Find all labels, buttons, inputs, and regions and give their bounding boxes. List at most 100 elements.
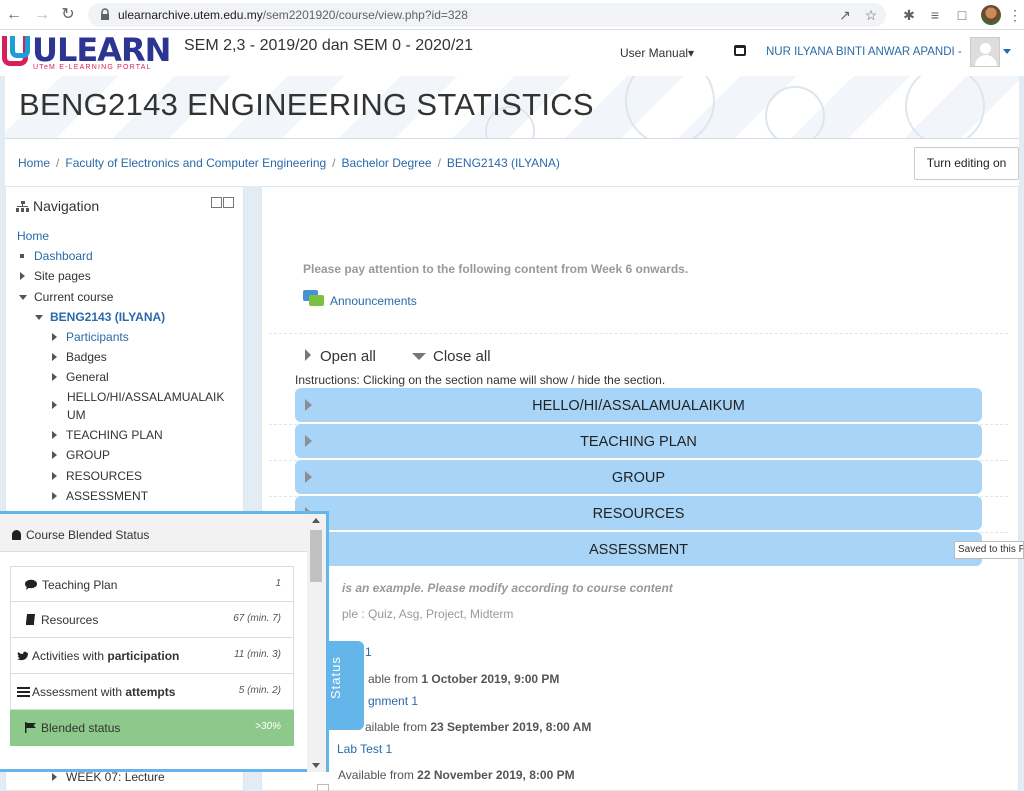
nav-item-resources[interactable]: RESOURCES bbox=[52, 469, 142, 483]
breadcrumb-bar: Home / Faculty of Electronics and Computer… bbox=[5, 139, 1019, 186]
document-icon bbox=[317, 784, 329, 791]
nav-item-home[interactable]: Home bbox=[17, 229, 50, 243]
reading-list-icon[interactable]: ≡ bbox=[930, 7, 940, 23]
logo-u-mark-blue bbox=[10, 36, 30, 58]
user-manual-menu[interactable]: User Manual▾ bbox=[620, 46, 695, 60]
activity-link-2[interactable]: gnment 1 bbox=[368, 694, 419, 708]
comment-icon bbox=[25, 579, 37, 590]
example-list: ple : Quiz, Asg, Project, Midterm bbox=[342, 607, 514, 621]
lock-icon bbox=[101, 8, 109, 20]
breadcrumb-faculty[interactable]: Faculty of Electronics and Computer Engi… bbox=[65, 156, 327, 170]
popup-header: Course Blended Status bbox=[0, 514, 307, 552]
flag-icon bbox=[25, 722, 36, 733]
browser-toolbar: ← → ↻ ulearnarchive.utem.edu.my/sem22019… bbox=[0, 0, 1024, 30]
user-menu-caret-icon[interactable] bbox=[1003, 49, 1011, 54]
dock-block-icon[interactable] bbox=[223, 197, 234, 208]
status-row-teaching-plan[interactable]: Teaching Plan 1 bbox=[10, 566, 294, 602]
saved-tooltip: Saved to this P bbox=[954, 541, 1024, 559]
blended-status-popup: Course Blended Status Teaching Plan 1 Re… bbox=[0, 511, 329, 772]
activity-link-lab-test[interactable]: Lab Test 1 bbox=[337, 742, 393, 756]
nav-item-participants[interactable]: Participants bbox=[52, 330, 129, 344]
address-bar[interactable]: ulearnarchive.utem.edu.my/sem2201920/cou… bbox=[88, 3, 886, 27]
nav-item-assessment[interactable]: ASSESSMENT bbox=[52, 489, 148, 503]
user-manual-label: User Manual bbox=[620, 46, 689, 60]
status-row-resources[interactable]: Resources 67 (min. 7) bbox=[10, 602, 294, 638]
book-icon bbox=[26, 614, 35, 625]
user-name-link[interactable]: NUR ILYANA BINTI ANWAR APANDI - bbox=[766, 46, 962, 58]
turn-editing-on-button[interactable]: Turn editing on bbox=[914, 147, 1019, 180]
nav-item-teaching-plan[interactable]: TEACHING PLAN bbox=[52, 428, 163, 442]
scroll-thumb[interactable] bbox=[310, 530, 322, 582]
popup-title: Course Blended Status bbox=[12, 528, 149, 542]
top-navbar bbox=[0, 30, 1024, 76]
nav-item-group[interactable]: GROUP bbox=[52, 448, 110, 462]
page-title: BENG2143 ENGINEERING STATISTICS bbox=[19, 87, 594, 122]
nav-item-course[interactable]: BENG2143 (ILYANA) bbox=[35, 310, 165, 324]
open-all-link[interactable]: Open all bbox=[305, 348, 376, 365]
nav-item-site-pages[interactable]: Site pages bbox=[20, 269, 91, 283]
scroll-up-icon[interactable] bbox=[312, 518, 320, 523]
popup-scrollbar[interactable] bbox=[307, 514, 326, 772]
messages-icon[interactable] bbox=[734, 45, 746, 56]
course-notice: Please pay attention to the following co… bbox=[303, 262, 689, 276]
status-row-assessment[interactable]: Assessment with attempts 5 (min. 2) bbox=[10, 674, 294, 710]
availability-3: Available from 22 November 2019, 8:00 PM bbox=[338, 768, 575, 782]
activity-link-1[interactable]: 1 bbox=[365, 645, 372, 659]
breadcrumb-home[interactable]: Home bbox=[18, 156, 51, 170]
forward-icon[interactable]: → bbox=[34, 6, 50, 23]
profile-avatar-icon[interactable] bbox=[981, 5, 1001, 25]
user-avatar[interactable] bbox=[970, 37, 1000, 67]
section-assessment[interactable]: ASSESSMENT bbox=[295, 532, 982, 566]
reload-icon[interactable]: ↻ bbox=[61, 6, 75, 23]
logo-word: ULEARN bbox=[32, 31, 171, 69]
list-icon bbox=[17, 687, 30, 697]
status-tab[interactable]: Status bbox=[323, 641, 364, 730]
nav-item-hello[interactable]: HELLO/HI/ASSALAMUALAIK bbox=[67, 390, 225, 404]
nav-item-current-course[interactable]: Current course bbox=[19, 290, 113, 304]
section-resources[interactable]: RESOURCES bbox=[295, 496, 982, 530]
nav-item-general[interactable]: General bbox=[52, 370, 109, 384]
ulearn-logo[interactable]: ULEARN UTeM E-LEARNING PORTAL bbox=[2, 31, 178, 74]
forum-icon[interactable] bbox=[303, 290, 325, 308]
section-teaching-plan[interactable]: TEACHING PLAN bbox=[295, 424, 982, 458]
menu-kebab-icon[interactable]: ⋮ bbox=[1008, 7, 1022, 23]
nav-item-week7[interactable]: WEEK 07: Lecture bbox=[52, 770, 165, 784]
back-icon[interactable]: ← bbox=[6, 6, 22, 23]
nav-item-hello-cont[interactable]: UM bbox=[67, 408, 86, 422]
availability-1: able from 1 October 2019, 9:00 PM bbox=[368, 672, 560, 686]
bookmark-star-icon[interactable]: ☆ bbox=[864, 7, 878, 23]
section-group[interactable]: GROUP bbox=[295, 460, 982, 494]
extensions-icon[interactable]: ✱ bbox=[903, 7, 915, 23]
section-toggle-icon bbox=[305, 435, 312, 447]
scroll-down-icon[interactable] bbox=[312, 763, 320, 768]
share-icon[interactable]: ↗ bbox=[839, 7, 851, 23]
status-row-blended[interactable]: Blended status >30% bbox=[10, 710, 294, 746]
collapse-block-icon[interactable] bbox=[211, 197, 222, 208]
block-controls bbox=[211, 197, 237, 208]
breadcrumb-degree[interactable]: Bachelor Degree bbox=[341, 156, 432, 170]
availability-2: ailable from 23 September 2019, 8:00 AM bbox=[365, 720, 592, 734]
breadcrumb: Home / Faculty of Electronics and Computer… bbox=[18, 156, 560, 170]
section-hello[interactable]: HELLO/HI/ASSALAMUALAIKUM bbox=[295, 388, 982, 422]
side-panel-icon[interactable]: □ bbox=[957, 7, 967, 23]
status-row-activities[interactable]: Activities with participation 11 (min. 3… bbox=[10, 638, 294, 674]
course-header-banner: BENG2143 ENGINEERING STATISTICS bbox=[5, 76, 1019, 139]
nav-item-hello-toggle[interactable] bbox=[52, 398, 66, 412]
section-divider bbox=[269, 333, 1008, 334]
semester-label: SEM 2,3 - 2019/20 dan SEM 0 - 2020/21 bbox=[184, 37, 474, 54]
instructions-text: Instructions: Clicking on the section na… bbox=[295, 373, 666, 387]
logo-subtitle: UTeM E-LEARNING PORTAL bbox=[33, 64, 152, 71]
section-toggle-icon bbox=[305, 471, 312, 483]
url-text: ulearnarchive.utem.edu.my/sem2201920/cou… bbox=[118, 8, 468, 22]
navigation-title: Navigation bbox=[16, 198, 99, 214]
announcements-link[interactable]: Announcements bbox=[330, 294, 417, 308]
bell-icon bbox=[12, 530, 21, 540]
nav-item-dashboard[interactable]: Dashboard bbox=[20, 249, 93, 263]
example-note: is an example. Please modify according t… bbox=[342, 581, 673, 595]
breadcrumb-course[interactable]: BENG2143 (ILYANA) bbox=[446, 156, 560, 170]
nav-item-badges[interactable]: Badges bbox=[52, 350, 107, 364]
section-toggle-icon bbox=[305, 399, 312, 411]
close-all-link[interactable]: Close all bbox=[412, 348, 491, 365]
twitter-bird-icon bbox=[17, 651, 29, 661]
sitemap-icon bbox=[16, 201, 29, 212]
